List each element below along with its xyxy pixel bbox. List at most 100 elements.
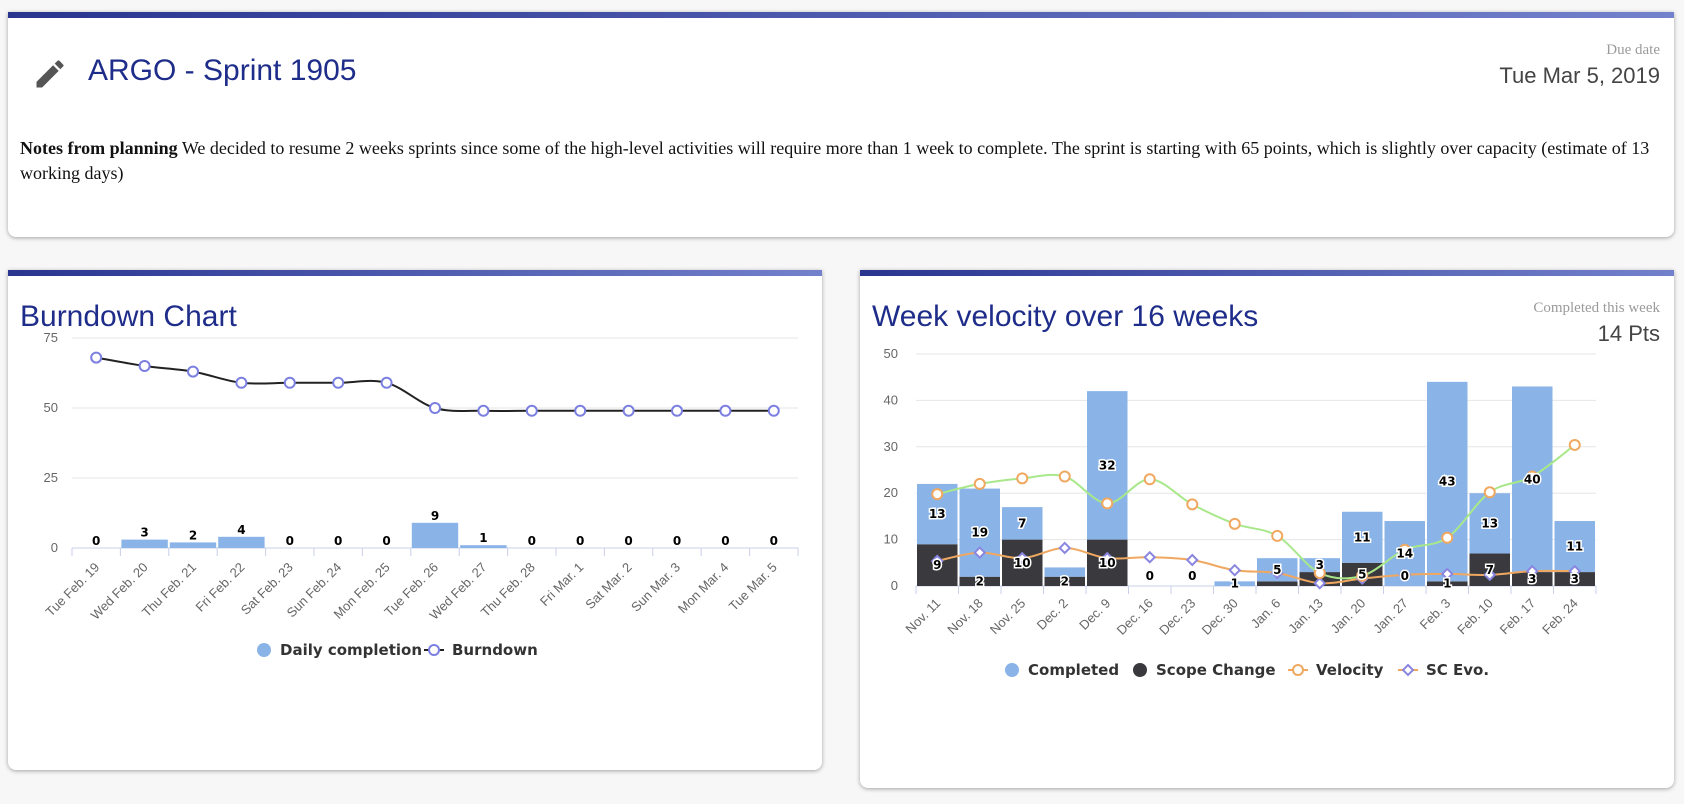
burndown-bar[interactable] bbox=[121, 540, 167, 548]
burndown-point[interactable] bbox=[430, 403, 440, 413]
sc-evo-point[interactable] bbox=[1187, 555, 1197, 565]
legend-completed-marker bbox=[1005, 663, 1019, 677]
legend-daily-completion[interactable]: Daily completion bbox=[280, 641, 422, 659]
burndown-bar-label: 0 bbox=[286, 534, 294, 548]
velocity-scope-label: 3 bbox=[1528, 572, 1536, 586]
planning-notes-text: We decided to resume 2 weeks sprints sin… bbox=[20, 138, 1649, 183]
burndown-bar-label: 0 bbox=[334, 534, 342, 548]
burndown-x-tick: Mon Mar. 4 bbox=[675, 560, 732, 617]
velocity-y-tick: 0 bbox=[891, 578, 898, 593]
burndown-point[interactable] bbox=[382, 378, 392, 388]
sc-evo-point[interactable] bbox=[1060, 543, 1070, 553]
burndown-bar[interactable] bbox=[170, 542, 216, 548]
burndown-bar-label: 0 bbox=[576, 534, 584, 548]
burndown-point[interactable] bbox=[575, 406, 585, 416]
edit-pencil-icon[interactable] bbox=[32, 56, 68, 92]
sc-evo-point[interactable] bbox=[1145, 552, 1155, 562]
velocity-x-tick: Dec. 16 bbox=[1114, 596, 1156, 638]
velocity-completed-label: 13 bbox=[929, 507, 946, 521]
burndown-point[interactable] bbox=[769, 406, 779, 416]
planning-notes: Notes from planning We decided to resume… bbox=[20, 136, 1654, 186]
velocity-card: Week velocity over 16 weeks Completed th… bbox=[860, 270, 1674, 788]
velocity-point[interactable] bbox=[1442, 533, 1452, 543]
velocity-point[interactable] bbox=[975, 479, 985, 489]
burndown-y-tick: 75 bbox=[44, 330, 58, 345]
velocity-y-tick: 20 bbox=[884, 485, 898, 500]
burndown-bar-label: 0 bbox=[382, 534, 390, 548]
burndown-point[interactable] bbox=[236, 378, 246, 388]
velocity-x-tick: Nov. 18 bbox=[944, 596, 986, 638]
velocity-point[interactable] bbox=[932, 489, 942, 499]
velocity-point[interactable] bbox=[1272, 531, 1282, 541]
burndown-point[interactable] bbox=[624, 406, 634, 416]
velocity-completed-label: 32 bbox=[1099, 458, 1116, 472]
burndown-bar-label: 3 bbox=[140, 526, 148, 540]
velocity-scope-bar[interactable] bbox=[1257, 581, 1298, 586]
velocity-completed-label: 7 bbox=[1018, 516, 1026, 530]
velocity-x-tick: Jan. 20 bbox=[1328, 596, 1369, 637]
burndown-bar[interactable] bbox=[412, 523, 458, 548]
velocity-x-tick: Feb. 3 bbox=[1417, 596, 1454, 633]
burndown-y-tick: 25 bbox=[44, 470, 58, 485]
burndown-point[interactable] bbox=[188, 367, 198, 377]
burndown-point[interactable] bbox=[672, 406, 682, 416]
velocity-scope-label: 2 bbox=[1061, 574, 1069, 588]
legend-completed[interactable]: Completed bbox=[1028, 661, 1119, 679]
burndown-point[interactable] bbox=[720, 406, 730, 416]
velocity-scope-label: 5 bbox=[1358, 567, 1366, 581]
velocity-x-tick: Dec. 2 bbox=[1034, 596, 1071, 633]
velocity-x-tick: Feb. 10 bbox=[1454, 596, 1496, 638]
burndown-point[interactable] bbox=[478, 406, 488, 416]
velocity-x-tick: Jan. 6 bbox=[1248, 596, 1284, 632]
burndown-bar[interactable] bbox=[460, 545, 506, 548]
velocity-point[interactable] bbox=[1017, 473, 1027, 483]
burndown-point[interactable] bbox=[91, 353, 101, 363]
velocity-scope-label: 2 bbox=[976, 574, 984, 588]
velocity-x-tick: Dec. 30 bbox=[1199, 596, 1241, 638]
velocity-y-tick: 40 bbox=[884, 392, 898, 407]
burndown-bar[interactable] bbox=[218, 537, 264, 548]
sc-evo-point[interactable] bbox=[1230, 565, 1240, 575]
velocity-x-tick: Dec. 9 bbox=[1076, 596, 1113, 633]
velocity-completed-label: 3 bbox=[1316, 558, 1324, 572]
burndown-bar-label: 0 bbox=[92, 534, 100, 548]
velocity-point[interactable] bbox=[1145, 474, 1155, 484]
planning-notes-heading: Notes from planning bbox=[20, 138, 178, 158]
velocity-x-tick: Nov. 11 bbox=[902, 596, 943, 637]
legend-velocity[interactable]: Velocity bbox=[1316, 661, 1384, 679]
burndown-bar-label: 0 bbox=[673, 534, 681, 548]
velocity-point[interactable] bbox=[1485, 487, 1495, 497]
velocity-x-tick: Nov. 25 bbox=[987, 596, 1029, 638]
burndown-point[interactable] bbox=[285, 378, 295, 388]
burndown-bar-label: 0 bbox=[770, 534, 778, 548]
velocity-point[interactable] bbox=[1060, 471, 1070, 481]
velocity-x-tick: Dec. 23 bbox=[1156, 596, 1198, 638]
burndown-point[interactable] bbox=[527, 406, 537, 416]
burndown-y-tick: 0 bbox=[51, 540, 58, 555]
legend-sc-evo[interactable]: SC Evo. bbox=[1426, 661, 1489, 679]
velocity-x-tick: Jan. 13 bbox=[1285, 596, 1326, 637]
legend-scope-change[interactable]: Scope Change bbox=[1156, 661, 1276, 679]
burndown-bar-label: 4 bbox=[237, 523, 245, 537]
legend-burndown[interactable]: Burndown bbox=[452, 641, 538, 659]
burndown-bar-label: 0 bbox=[528, 534, 536, 548]
velocity-scope-label: 9 bbox=[933, 558, 941, 572]
burndown-point[interactable] bbox=[140, 361, 150, 371]
velocity-point[interactable] bbox=[1570, 440, 1580, 450]
velocity-point[interactable] bbox=[1230, 519, 1240, 529]
velocity-completed-label: 5 bbox=[1273, 563, 1281, 577]
legend-burndown-marker bbox=[429, 645, 439, 655]
burndown-point[interactable] bbox=[333, 378, 343, 388]
velocity-scope-label: 0 bbox=[1188, 569, 1196, 583]
due-date-label: Due date bbox=[1499, 42, 1660, 59]
velocity-point[interactable] bbox=[1187, 499, 1197, 509]
velocity-scope-label: 10 bbox=[1014, 556, 1031, 570]
legend-daily-completion-marker bbox=[257, 643, 271, 657]
velocity-point[interactable] bbox=[1102, 498, 1112, 508]
burndown-x-tick: Tue Mar. 5 bbox=[726, 560, 780, 614]
velocity-scope-label: 3 bbox=[1571, 572, 1579, 586]
velocity-y-tick: 50 bbox=[884, 346, 898, 361]
velocity-x-tick: Feb. 24 bbox=[1539, 596, 1581, 638]
velocity-scope-label: 0 bbox=[1401, 569, 1409, 583]
